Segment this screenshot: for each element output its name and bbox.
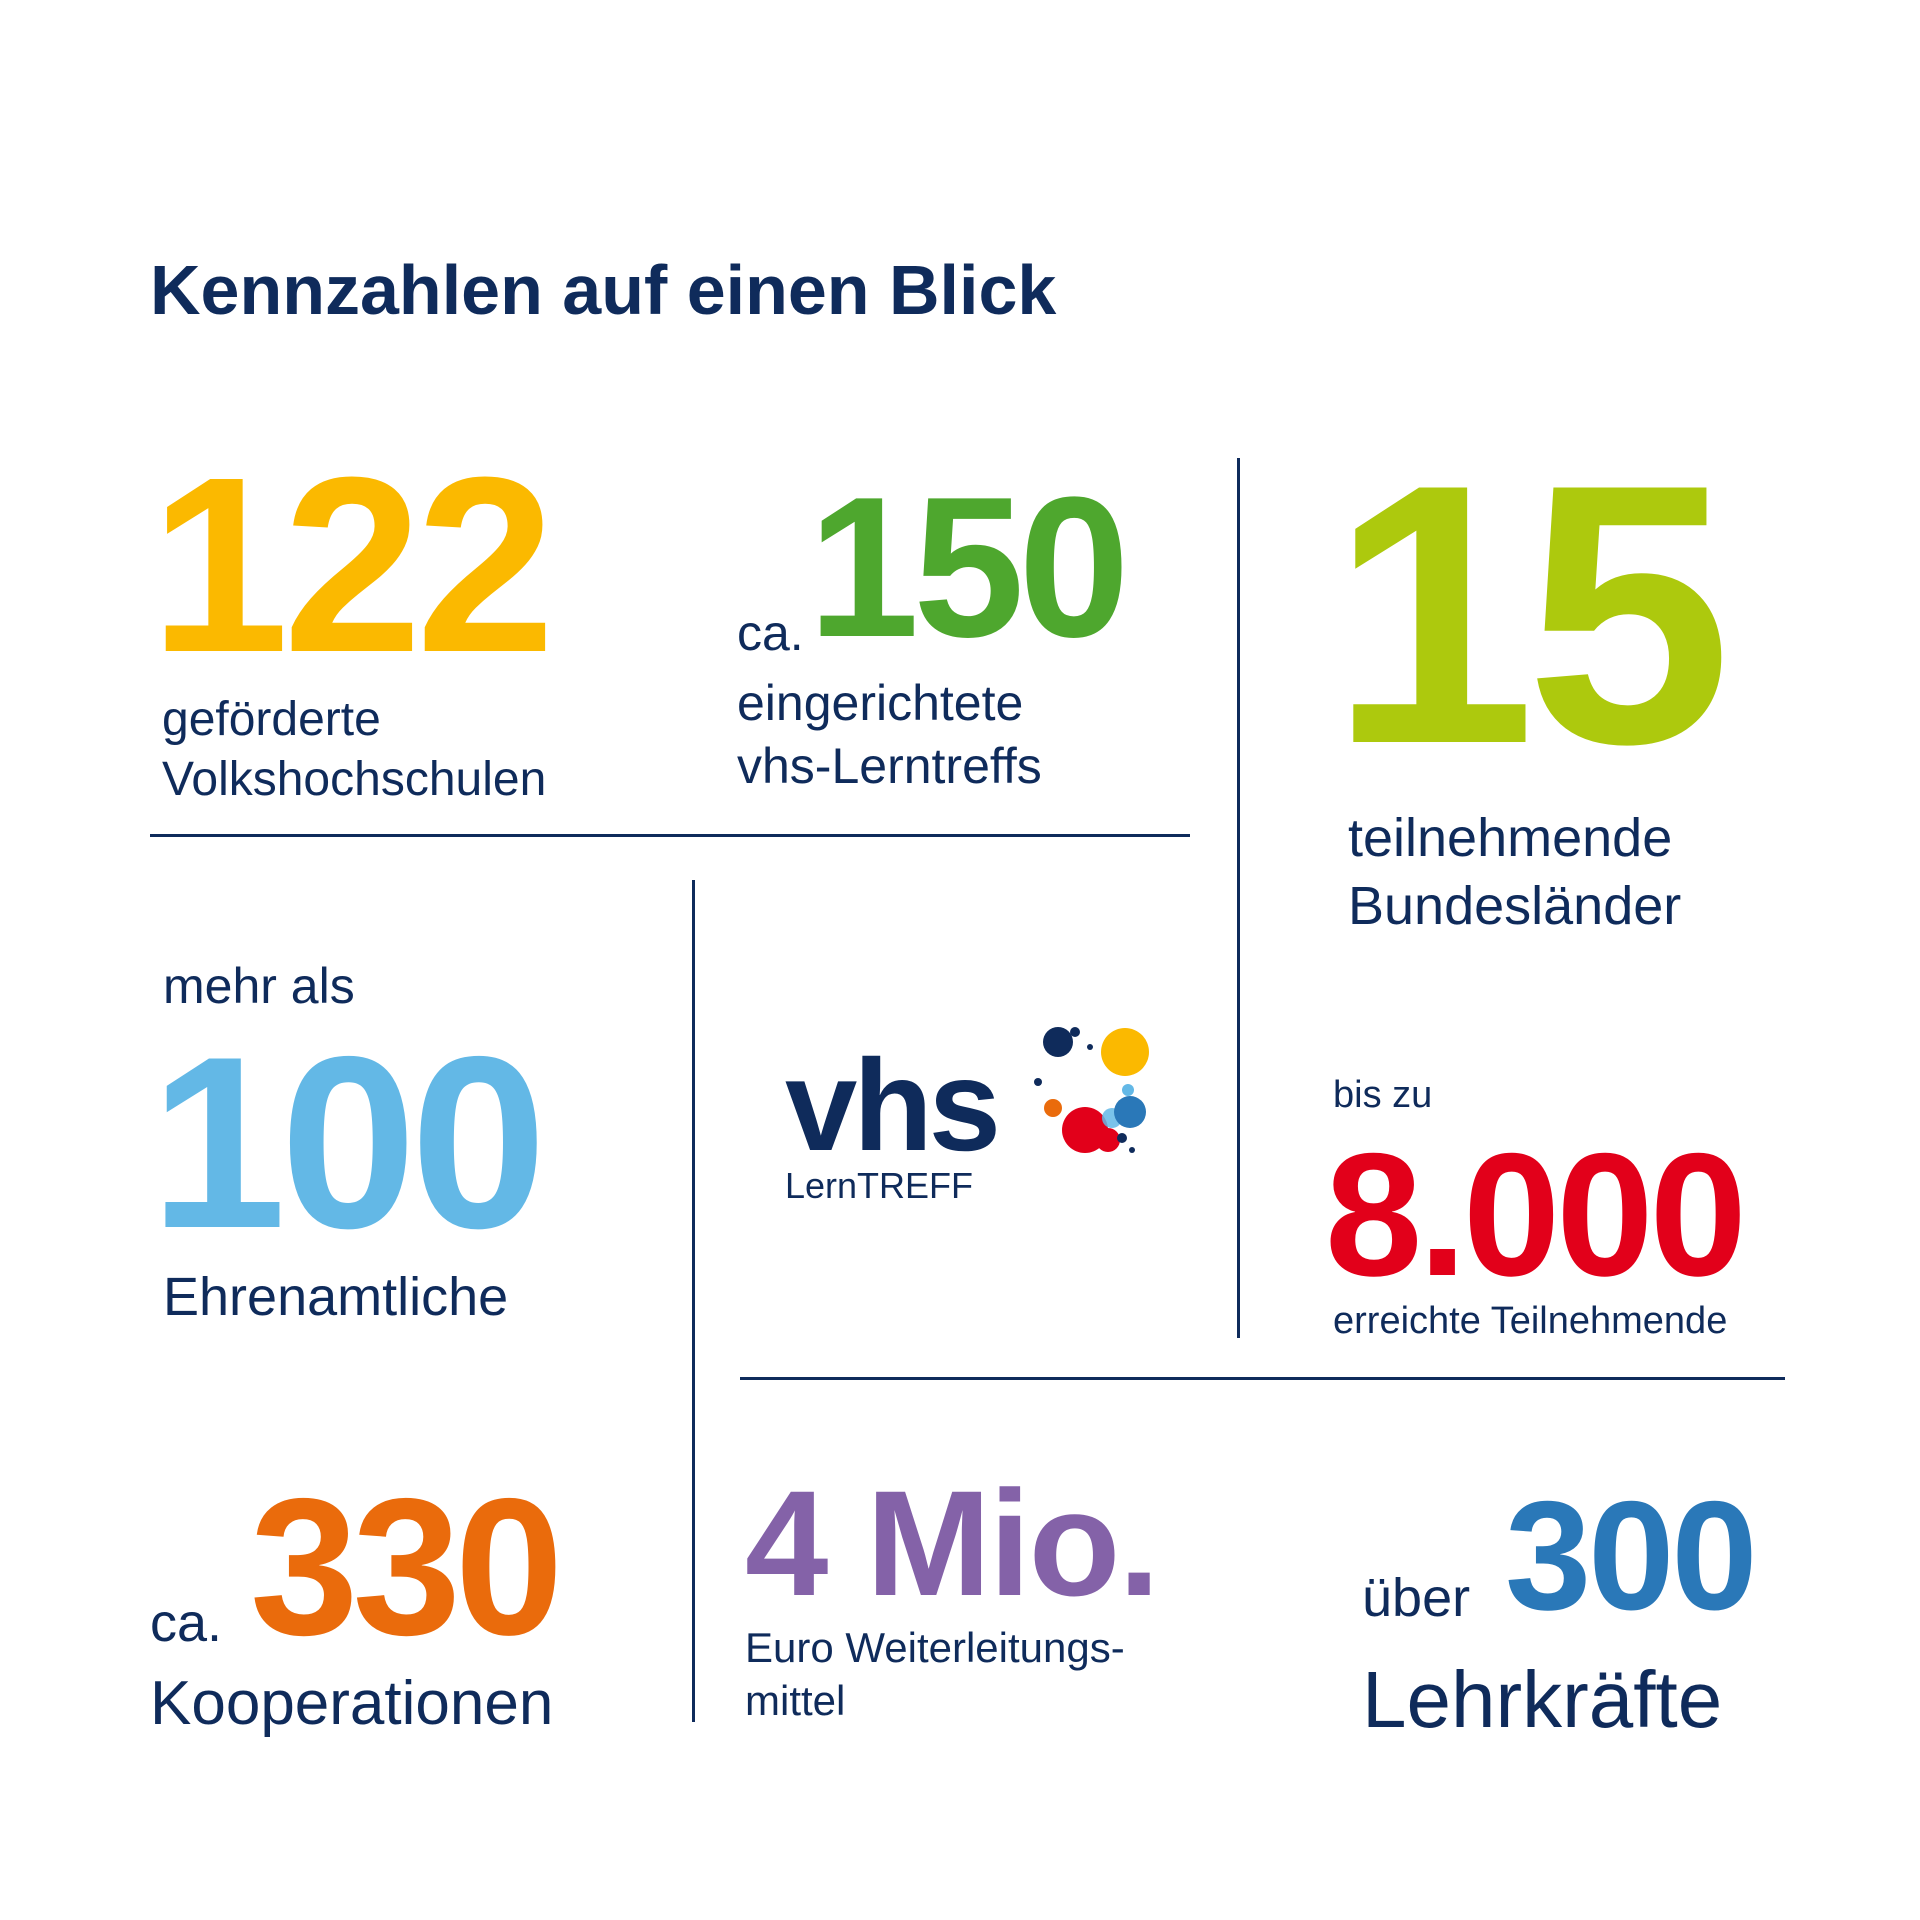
divider-middle-vertical: [692, 880, 695, 1722]
label-line: Bundesländer: [1348, 875, 1682, 936]
stat-lehrkraefte-label: Lehrkräfte: [1362, 1655, 1723, 1744]
stat-teilnehmende-value: 8.000: [1325, 1118, 1747, 1313]
label-line: Volkshochschulen: [162, 753, 547, 806]
stat-ehrenamtliche-prefix: mehr als: [163, 958, 355, 1014]
vhs-lerntreff-logo: vhs LernTREFF: [785, 1020, 1185, 1220]
stat-weiterleitungsmittel-value: 4 Mio.: [745, 1459, 1160, 1627]
label-line: teilnehmende: [1348, 808, 1673, 868]
stat-volkshochschulen-label: geförderte Volkshochschulen: [162, 690, 546, 810]
stat-ehrenamtliche-label: Ehrenamtliche: [163, 1267, 509, 1327]
divider-bottom: [740, 1377, 1785, 1380]
label-line: mittel: [745, 1676, 846, 1724]
stat-lehrkraefte-prefix: über: [1362, 1568, 1471, 1628]
label-line: eingerichtete: [737, 675, 1024, 731]
stat-ehrenamtliche-value: 100: [150, 1005, 547, 1279]
page-title: Kennzahlen auf einen Blick: [150, 251, 1057, 329]
logo-subtitle: LernTREFF: [785, 1165, 974, 1206]
divider-right-vertical: [1237, 458, 1240, 1338]
stat-bundeslaender-value: 15: [1330, 408, 1732, 821]
label-line: geförderte: [162, 693, 381, 746]
logo-text: vhs: [785, 1032, 1001, 1178]
stat-lerntreffs-value: 150: [808, 456, 1130, 679]
stat-lerntreffs-prefix: ca.: [737, 605, 804, 661]
stat-teilnehmende-prefix: bis zu: [1333, 1074, 1433, 1116]
stat-bundeslaender-label: teilnehmende Bundesländer: [1348, 805, 1681, 940]
stat-lehrkraefte-value: 300: [1505, 1469, 1758, 1642]
label-line: Euro Weiterleitungs-: [745, 1624, 1125, 1671]
stat-kooperationen-value: 330: [250, 1458, 563, 1676]
stat-kooperationen-prefix: ca.: [150, 1593, 223, 1653]
stat-value: 122: [150, 425, 555, 704]
divider-top: [150, 834, 1190, 837]
stat-kooperationen-label: Kooperationen: [150, 1669, 554, 1738]
stat-teilnehmende-label: erreichte Teilnehmende: [1333, 1300, 1728, 1342]
colored-dots-icon: [1034, 1027, 1149, 1153]
stat-lerntreffs-label: eingerichtete vhs-Lerntreffs: [737, 672, 1042, 797]
stat-weiterleitungsmittel-label: Euro Weiterleitungs- mittel: [745, 1622, 1125, 1727]
label-line: vhs-Lerntreffs: [737, 737, 1042, 794]
stat-volkshochschulen: 122: [150, 425, 555, 704]
